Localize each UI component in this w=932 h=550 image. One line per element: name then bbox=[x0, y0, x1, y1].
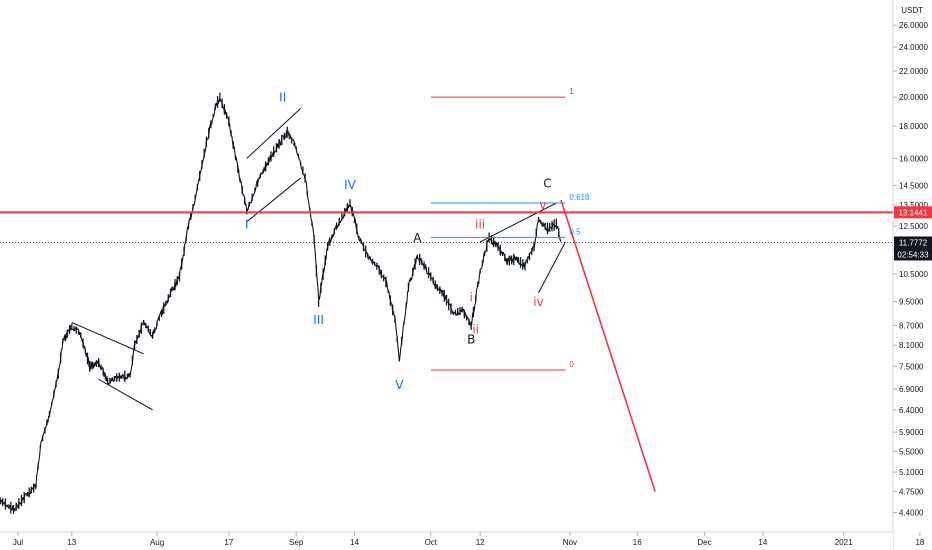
time-tick-label: 14 bbox=[758, 538, 767, 547]
wave-label: V bbox=[395, 378, 404, 392]
price-tick-label: 12.5000 bbox=[899, 222, 928, 231]
price-badge-label: 11.7772 bbox=[899, 238, 928, 247]
wave-label: I bbox=[245, 217, 249, 231]
time-tick-label: 12 bbox=[476, 538, 485, 547]
time-tick-label: 2021 bbox=[835, 538, 853, 547]
price-tick-label: 24.0000 bbox=[899, 43, 928, 52]
wave-label: II bbox=[279, 90, 286, 104]
price-tick-label: 4.4000 bbox=[899, 509, 924, 518]
price-scale-panel[interactable] bbox=[893, 0, 932, 550]
price-badge-label: 13.1441 bbox=[899, 208, 928, 217]
trendline bbox=[538, 241, 566, 294]
price-series-layer bbox=[0, 92, 562, 514]
countdown-label: 02:54:33 bbox=[897, 250, 929, 259]
trendline bbox=[71, 321, 144, 355]
wave-label: iii bbox=[475, 217, 485, 231]
wave-label: i bbox=[470, 290, 473, 304]
fib-level-label: 0 bbox=[569, 360, 574, 369]
time-tick-label: Sep bbox=[289, 538, 304, 547]
time-tick-label: 17 bbox=[224, 538, 233, 547]
wave-label: iv bbox=[533, 295, 543, 309]
price-tick-label: 22.0000 bbox=[899, 67, 928, 76]
time-tick-label: Dec bbox=[697, 538, 711, 547]
countdown-badge bbox=[894, 248, 932, 261]
price-tick-label: 6.4000 bbox=[899, 406, 924, 415]
time-tick-label: Oct bbox=[425, 538, 438, 547]
time-tick-label: 16 bbox=[633, 538, 642, 547]
price-tick-label: 5.5000 bbox=[899, 447, 924, 456]
time-tick-label: Aug bbox=[150, 538, 164, 547]
price-tick-label: 8.7000 bbox=[899, 322, 924, 331]
price-badges-layer: 13.1441 11.7772 02:54:33 bbox=[894, 206, 932, 261]
price-badge bbox=[894, 206, 932, 219]
currency-label: USDT bbox=[901, 6, 923, 15]
wave-label: IV bbox=[344, 178, 357, 192]
price-tick-label: 4.7500 bbox=[899, 488, 924, 497]
price-badge bbox=[894, 236, 932, 249]
fib-level-label: 0.618 bbox=[569, 193, 590, 202]
time-tick-label: 18 bbox=[915, 538, 924, 547]
trendline bbox=[479, 202, 557, 243]
price-tick-label: 18.0000 bbox=[899, 122, 928, 131]
fib-level-label: 1 bbox=[569, 87, 574, 96]
price-tick-label: 5.9000 bbox=[899, 428, 924, 437]
projection-line bbox=[560, 199, 656, 492]
price-tick-label: 13.5000 bbox=[899, 201, 928, 210]
time-tick-label: 13 bbox=[67, 538, 76, 547]
time-tick-label: Jul bbox=[13, 538, 23, 547]
wave-label: III bbox=[313, 313, 324, 327]
trendline bbox=[246, 177, 301, 223]
trendline bbox=[246, 108, 301, 159]
price-tick-label: 9.5000 bbox=[899, 297, 924, 306]
price-tick-label: 6.9000 bbox=[899, 385, 924, 394]
price-tick-label: 10.5000 bbox=[899, 270, 928, 279]
fib-level-label: 0.5 bbox=[569, 227, 581, 236]
time-tick-label: Nov bbox=[563, 538, 577, 547]
wave-label: ii bbox=[472, 323, 479, 337]
price-tick-label: 14.5000 bbox=[899, 181, 928, 190]
time-scale-panel[interactable] bbox=[0, 532, 893, 550]
wave-label: A bbox=[413, 231, 422, 245]
price-tick-label: 16.0000 bbox=[899, 154, 928, 163]
wave-label: C bbox=[543, 176, 551, 190]
price-tick-label: 5.1000 bbox=[899, 468, 924, 477]
price-tick-label: 7.5000 bbox=[899, 362, 924, 371]
wave-label: B bbox=[467, 332, 475, 346]
time-tick-label: 14 bbox=[350, 538, 359, 547]
horizontal-levels-layer: 1 0.618 0.5 0 bbox=[0, 87, 893, 371]
price-tick-label: 26.0000 bbox=[899, 21, 928, 30]
price-series-line bbox=[0, 97, 562, 512]
wave-label: v bbox=[539, 198, 546, 212]
price-tick-label: 8.1000 bbox=[899, 341, 924, 350]
price-tick-label: 20.0000 bbox=[899, 93, 928, 102]
